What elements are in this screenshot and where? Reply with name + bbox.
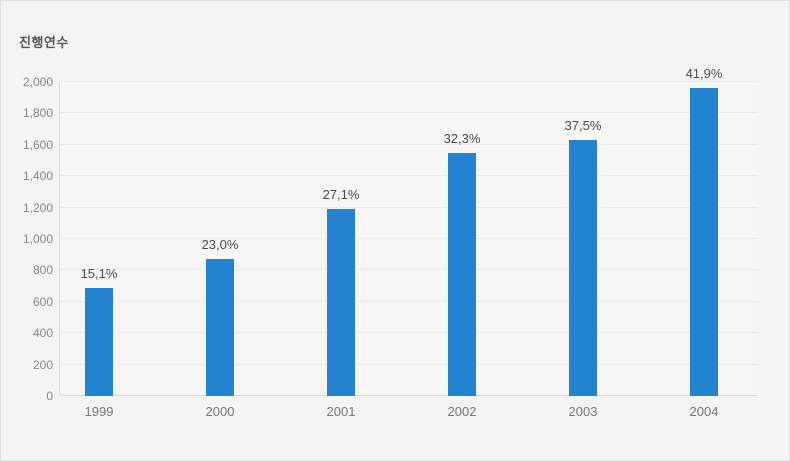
gridline	[60, 112, 758, 114]
y-tick-label: 200	[32, 357, 53, 372]
gridline	[60, 300, 758, 302]
bar-2000	[206, 259, 234, 396]
bar-value-label: 41,9%	[685, 66, 723, 81]
x-tick-label: 2000	[205, 404, 235, 419]
y-tick-label: 1,800	[22, 106, 53, 121]
x-tick-label: 2003	[568, 404, 598, 419]
x-tick-label: 2004	[689, 404, 719, 419]
bar-2001	[327, 209, 355, 396]
gridline	[60, 175, 758, 177]
y-tick-label: 2,000	[22, 75, 53, 89]
bar-2003	[569, 140, 597, 396]
gridline	[60, 143, 758, 145]
gridline	[60, 238, 758, 239]
bar-value-label: 23,0%	[201, 237, 239, 252]
y-tick-label: 1,000	[22, 232, 53, 246]
y-tick-label: 1,200	[22, 200, 53, 215]
gridline	[60, 206, 758, 208]
gridline	[60, 81, 758, 82]
bar-value-label: 27,1%	[322, 187, 360, 202]
gridline	[60, 363, 758, 365]
bar-2004	[690, 88, 718, 396]
chart-title: 진행연수	[19, 35, 69, 50]
x-tick-label: 2002	[447, 404, 477, 419]
gridline	[60, 332, 758, 334]
x-tick-label: 2001	[326, 404, 356, 419]
y-tick-label: 1,400	[22, 169, 53, 184]
bar-1999	[85, 288, 113, 396]
bar-value-label: 37,5%	[564, 118, 602, 133]
gridline	[60, 269, 758, 271]
y-tick-label: 0	[46, 389, 53, 403]
y-tick-label: 1,600	[22, 137, 53, 152]
y-tick-label: 800	[32, 263, 53, 278]
plot-area	[59, 81, 758, 396]
bar-value-label: 32,3%	[443, 131, 481, 146]
bar-2002	[448, 153, 476, 396]
x-axis-baseline	[60, 395, 758, 396]
y-tick-label: 600	[32, 294, 53, 309]
x-tick-label: 1999	[84, 404, 114, 419]
y-tick-label: 400	[32, 326, 53, 341]
bar-value-label: 15,1%	[80, 266, 118, 281]
